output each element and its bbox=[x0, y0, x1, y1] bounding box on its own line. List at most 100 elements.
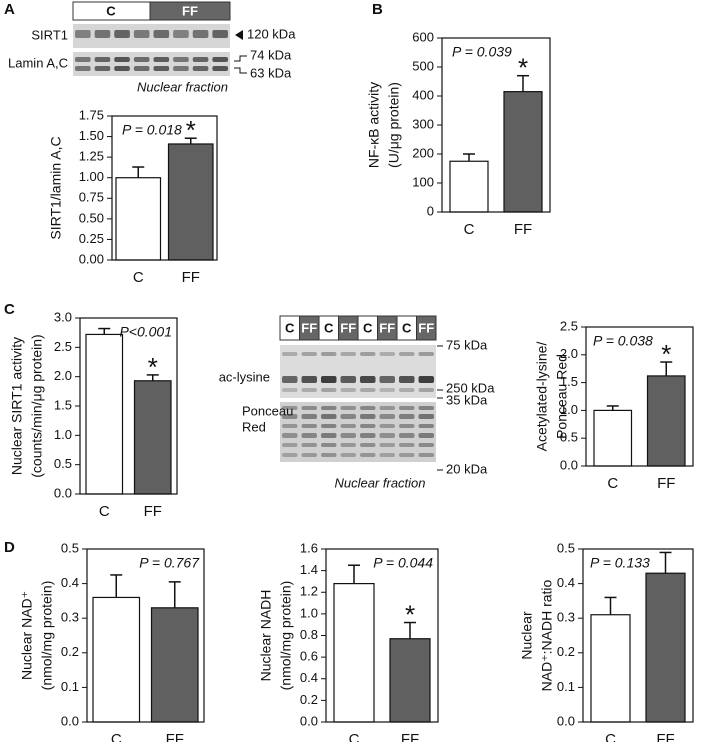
x-tick-label: FF bbox=[514, 221, 532, 238]
blot-band bbox=[301, 414, 317, 419]
blot-band bbox=[360, 443, 376, 447]
blot-band bbox=[321, 376, 337, 383]
blot-band bbox=[379, 406, 395, 410]
blot-row-label: Red bbox=[242, 419, 266, 434]
y-axis-label: Ponceau Red bbox=[554, 354, 570, 439]
blot-band bbox=[340, 414, 356, 419]
y-tick-label: 0.1 bbox=[557, 679, 575, 694]
y-tick-label: 0.0 bbox=[61, 713, 79, 728]
blot-band bbox=[321, 352, 337, 356]
blot-band bbox=[133, 66, 150, 71]
blot-band bbox=[418, 406, 434, 410]
blot bbox=[73, 52, 230, 76]
blot-row-label: SIRT1 bbox=[31, 27, 68, 42]
bar bbox=[503, 91, 543, 213]
blot-row-label: Lamin A,C bbox=[8, 55, 68, 70]
y-tick-label: 0.4 bbox=[61, 575, 79, 590]
blot-band bbox=[282, 376, 298, 383]
blot-band bbox=[399, 376, 415, 383]
significance-mark: * bbox=[405, 599, 415, 629]
blot-band bbox=[192, 66, 209, 71]
blot-band bbox=[173, 66, 189, 71]
blot-band bbox=[418, 424, 434, 428]
lane-label: FF bbox=[379, 320, 395, 335]
y-tick-label: 0.3 bbox=[61, 610, 79, 625]
x-tick-label: C bbox=[99, 503, 110, 520]
blot-band bbox=[153, 66, 170, 71]
x-tick-label: FF bbox=[182, 269, 200, 286]
blot-band bbox=[321, 453, 337, 457]
blot-band bbox=[301, 443, 317, 447]
significance-mark: * bbox=[518, 53, 528, 83]
blot-caption: Nuclear fraction bbox=[137, 79, 228, 94]
blot-band bbox=[379, 453, 395, 457]
blot-band bbox=[75, 30, 91, 38]
lane-label: FF bbox=[301, 320, 317, 335]
y-axis-label: Nuclear NAD⁺ bbox=[19, 591, 35, 680]
blot-band bbox=[379, 443, 395, 447]
marker-label: 120 kDa bbox=[247, 26, 296, 41]
blot-band bbox=[282, 443, 298, 447]
y-tick-label: 2.5 bbox=[54, 339, 72, 354]
y-tick-label: 1.75 bbox=[79, 107, 104, 122]
blot-band bbox=[153, 30, 170, 38]
blot-band bbox=[192, 57, 209, 62]
y-tick-label: 0.75 bbox=[79, 190, 104, 205]
bar bbox=[133, 380, 172, 495]
charts: 0.000.250.500.751.001.251.501.75C FF*P = … bbox=[9, 29, 694, 742]
blot-band bbox=[360, 376, 376, 383]
y-axis-label: NF-κB activity bbox=[366, 82, 382, 168]
y-tick-label: 2.5 bbox=[560, 318, 578, 333]
panel-label: B bbox=[372, 1, 383, 18]
blot-band bbox=[282, 433, 298, 438]
blot-band bbox=[418, 414, 434, 419]
blot-band bbox=[418, 443, 434, 447]
blot-band bbox=[114, 66, 130, 71]
panel-label: C bbox=[4, 301, 15, 318]
blot-band bbox=[173, 57, 189, 62]
blot-band bbox=[340, 453, 356, 457]
blot-band bbox=[321, 414, 337, 419]
significance-mark: * bbox=[148, 352, 158, 382]
lane-label: C bbox=[285, 320, 295, 335]
bar bbox=[645, 572, 686, 723]
blot-band bbox=[94, 30, 111, 38]
blot-band bbox=[340, 433, 356, 438]
y-tick-label: 0.5 bbox=[557, 540, 575, 555]
blot-band bbox=[282, 414, 298, 419]
y-tick-label: 0.5 bbox=[61, 540, 79, 555]
blot-band bbox=[340, 406, 356, 410]
blot-band bbox=[340, 388, 356, 392]
y-tick-label: 0.1 bbox=[61, 679, 79, 694]
y-tick-label: 1.00 bbox=[79, 169, 104, 184]
bar bbox=[389, 638, 431, 723]
blot-band bbox=[379, 388, 395, 392]
blot-band bbox=[94, 66, 111, 71]
bar bbox=[92, 596, 141, 723]
blot bbox=[280, 402, 436, 462]
bar bbox=[150, 607, 199, 723]
x-tick-label: FF bbox=[144, 503, 162, 520]
blot-band bbox=[360, 453, 376, 457]
x-tick-label: FF bbox=[656, 731, 674, 742]
blot-band bbox=[282, 424, 298, 428]
y-tick-label: 1.6 bbox=[300, 540, 318, 555]
significance-mark: * bbox=[661, 339, 671, 369]
y-tick-label: 1.4 bbox=[300, 562, 318, 577]
p-value: P = 0.039 bbox=[452, 44, 512, 60]
y-tick-label: 0.5 bbox=[560, 430, 578, 445]
blot-band bbox=[340, 424, 356, 428]
y-axis-label: Nuclear SIRT1 activity bbox=[9, 337, 25, 475]
marker-label: 63 kDa bbox=[250, 65, 292, 80]
blot-band bbox=[340, 352, 356, 356]
blot-band bbox=[75, 57, 91, 62]
blot-band bbox=[379, 352, 395, 356]
y-axis-label: (nmol/mg protein) bbox=[39, 581, 55, 691]
blot-band bbox=[212, 30, 228, 38]
y-tick-label: 0 bbox=[427, 203, 434, 218]
blot-band bbox=[418, 388, 434, 392]
marker-arrow bbox=[234, 55, 247, 62]
y-tick-label: 0.0 bbox=[54, 485, 72, 500]
y-tick-label: 600 bbox=[412, 29, 434, 44]
